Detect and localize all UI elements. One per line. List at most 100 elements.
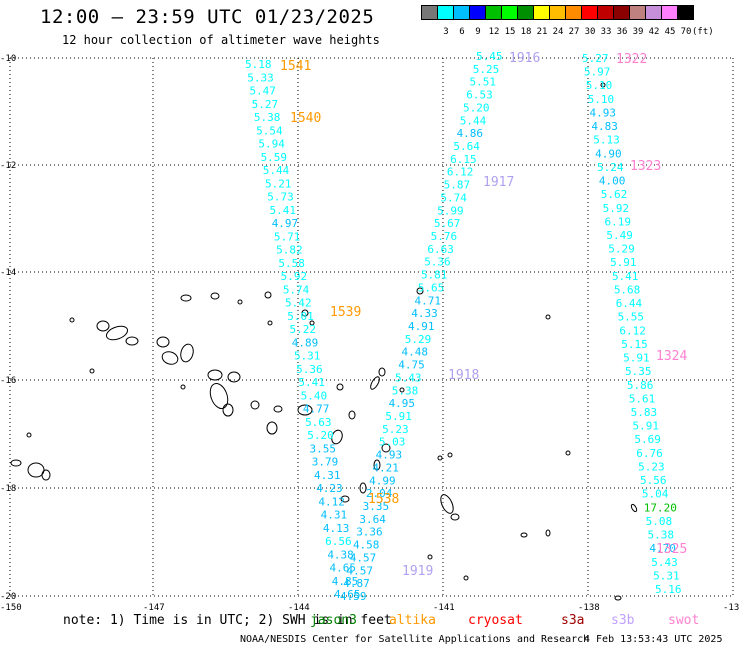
wave-height-value: 4.91	[408, 320, 435, 333]
longitude-label: -141	[433, 603, 455, 613]
wave-height-value: 4.48	[402, 346, 429, 359]
pass-label: 1917	[483, 175, 514, 190]
latitude-label: -14	[0, 268, 16, 278]
island-outline	[348, 410, 356, 420]
credit-line: NOAA/NESDIS Center for Satellite Applica…	[240, 634, 590, 645]
island-outline	[440, 494, 454, 514]
island-outline	[614, 595, 622, 601]
scale-label: 70	[680, 27, 692, 37]
island-outline	[600, 82, 606, 88]
wave-height-value: 5.23	[382, 423, 409, 436]
wave-height-value: 4.93	[589, 106, 616, 119]
legend-item: swot	[668, 613, 700, 628]
wave-height-value: 5.71	[274, 230, 301, 243]
wave-height-value: 4.75	[398, 359, 425, 372]
wave-height-value: 5.97	[584, 66, 611, 79]
island-outline	[210, 292, 220, 300]
wave-height-value: 5.15	[621, 338, 648, 351]
wave-height-value: 3.55	[310, 442, 337, 455]
wave-height-value: 4.87	[343, 577, 370, 590]
pass-label: 1918	[448, 368, 479, 383]
wave-height-value: 5.83	[631, 406, 658, 419]
wave-height-value: 5.29	[608, 243, 635, 256]
island-outline	[520, 532, 528, 538]
wave-height-value: 5.91	[385, 410, 412, 423]
island-outline	[89, 368, 95, 374]
island-outline	[26, 432, 32, 438]
wave-height-value: 4.95	[389, 397, 416, 410]
wave-height-value: 5.22	[290, 323, 317, 336]
scale-label: 15	[504, 27, 516, 37]
island-outline	[161, 351, 179, 365]
island-outline	[427, 554, 433, 560]
pass-label: 1325	[656, 542, 687, 557]
scale-label: 9	[475, 27, 481, 37]
wave-height-value: 5.45	[476, 50, 503, 63]
wave-height-value: 5.38	[254, 111, 281, 124]
wave-height-value: 5.10	[588, 93, 615, 106]
island-outline	[450, 513, 460, 521]
wave-height-value: 5.54	[256, 124, 283, 137]
wave-height-value: 5.43	[651, 556, 678, 569]
island-outline	[250, 400, 260, 410]
wave-height-value: 5.99	[437, 204, 464, 217]
legend-item: jason3	[310, 613, 357, 628]
wave-height-value: 5.81	[421, 269, 448, 282]
island-outline	[463, 575, 469, 581]
wave-height-value: 5.69	[634, 433, 661, 446]
wave-height-value: 5.38	[392, 384, 419, 397]
wave-height-value: 4.77	[303, 403, 330, 416]
wave-height-value: 4.89	[292, 336, 319, 349]
scale-label: 21	[536, 27, 548, 37]
wave-height-value: 5.10	[586, 79, 613, 92]
island-outline	[180, 384, 186, 390]
pass-label: 1919	[402, 564, 433, 579]
island-outline	[331, 429, 343, 445]
scale-label: 45	[664, 27, 676, 37]
wave-height-value: 5.36	[424, 256, 451, 269]
pass-label: 1324	[656, 349, 687, 364]
wave-height-value: 4.59	[340, 590, 367, 603]
generated-timestamp: 4 Feb 13:53:43 UTC 2025	[584, 634, 723, 645]
island-outline	[264, 291, 272, 299]
scale-label: 18	[520, 27, 532, 37]
wave-height-value: 5.20	[463, 101, 490, 114]
legend-item: s3a	[561, 613, 585, 628]
island-outline	[209, 382, 229, 410]
wave-height-value: 5.20	[307, 429, 334, 442]
wave-height-value: 17.20	[644, 501, 677, 514]
island-outline	[373, 459, 381, 471]
pass-label: 1322	[616, 52, 647, 67]
island-outline	[69, 317, 75, 323]
wave-height-value: 3.35	[363, 500, 390, 513]
wave-height-value: 5.31	[294, 350, 321, 363]
wave-height-value: 5.94	[258, 138, 285, 151]
island-outline	[297, 404, 313, 416]
wave-height-value: 5.13	[593, 134, 620, 147]
wave-height-value: 4.12	[318, 495, 345, 508]
wave-height-value: 2.04	[366, 487, 393, 500]
latitude-label: -12	[0, 161, 16, 171]
axis-labels: -10 -12 -14 -16 -18 -20-150 -147 -144 -141 -138 -1…	[0, 54, 739, 613]
wave-height-value: 5.44	[460, 114, 487, 127]
wave-height-value: 4.57	[346, 564, 373, 577]
latitude-label: -16	[0, 376, 16, 386]
wave-height-value: 5.91	[610, 256, 637, 269]
wave-height-value: 5.61	[629, 392, 656, 405]
wave-height-value: 5.38	[648, 529, 675, 542]
wave-height-value: 5.68	[614, 283, 641, 296]
island-outline	[545, 529, 551, 537]
island-outline	[381, 443, 391, 453]
island-outline	[309, 320, 315, 326]
wave-height-value: 5.18	[245, 58, 272, 71]
wave-height-value: 5.65	[418, 281, 445, 294]
island-outline	[301, 309, 309, 317]
scale-label: 42	[648, 27, 660, 37]
wave-height-value: 5.03	[379, 436, 406, 449]
wave-height-value: 5.92	[281, 270, 308, 283]
wave-height-value: 5.16	[655, 583, 682, 596]
pass-labels: 1541 1540 1539 1538 1916 1917 1918 1919 1322 1323…	[280, 51, 687, 579]
scale-label: 24	[552, 27, 564, 37]
island-outline	[237, 299, 243, 305]
scale-label: 3	[443, 27, 449, 37]
